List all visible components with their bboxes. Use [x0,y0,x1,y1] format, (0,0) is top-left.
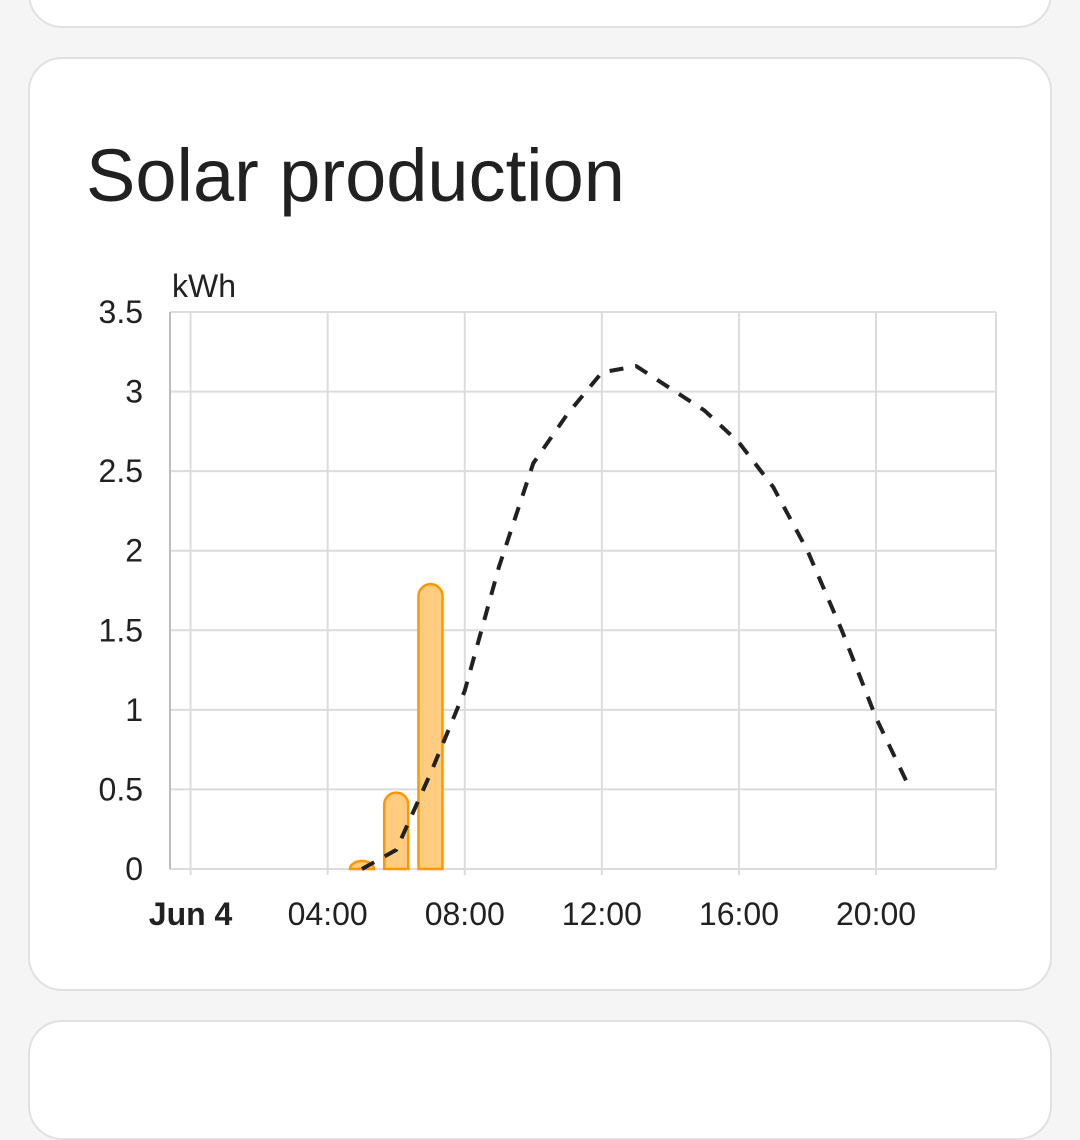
y-axis-unit-label: kWh [172,268,236,304]
actual-production-bars [348,582,444,871]
x-tick-label: 08:00 [425,896,505,932]
previous-card [28,0,1052,28]
y-tick-label: 3 [125,374,143,410]
horizontal-gridlines [169,311,996,870]
x-tick-label: Jun 4 [149,896,233,932]
y-tick-label: 0.5 [99,771,143,807]
forecast-line-group [360,364,913,871]
x-tick-label: 12:00 [562,896,642,932]
y-axis-tick-labels: 0 0.5 1 1.5 2 2.5 3 3.5 [99,294,143,887]
card-title: Solar production [86,134,625,217]
production-bar[interactable] [417,582,444,871]
x-tick-label: 20:00 [836,896,916,932]
vertical-gridlines [189,312,997,875]
y-tick-label: 2.5 [99,453,143,489]
y-tick-label: 2 [125,533,143,569]
y-tick-label: 1 [125,692,143,728]
x-tick-label: 04:00 [288,896,368,932]
production-bar[interactable] [382,791,410,871]
solar-production-card[interactable]: Solar production [28,57,1052,991]
x-axis-tick-labels: Jun 4 04:00 08:00 12:00 16:00 20:00 [149,896,916,932]
solar-production-chart[interactable]: kWh 0 0.5 1 1.5 2 2.5 3 3.5 Jun 4 04:00 08:00 12:0… [0,0,1080,1080]
forecast-line[interactable] [360,364,913,871]
y-tick-label: 3.5 [99,294,143,330]
y-tick-label: 0 [125,851,143,887]
y-tick-label: 1.5 [99,612,143,648]
x-tick-label: 16:00 [699,896,779,932]
